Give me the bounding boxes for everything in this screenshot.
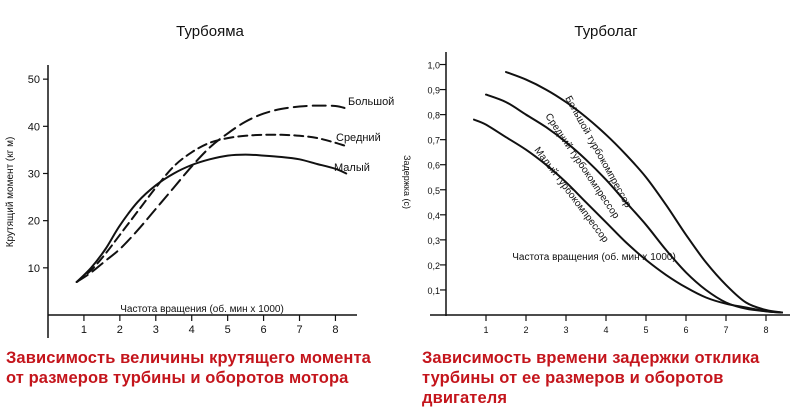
series-line [485,93,783,314]
series-lines [473,71,783,314]
chart-title: Турболаг [574,23,638,40]
x-ticks: 1 2 3 4 5 6 7 8 [81,315,339,336]
series-lines [75,104,348,283]
x-tick-label: 8 [763,325,768,335]
caption-line: от размеров турбины и оборотов мотора [6,369,349,387]
chart-turboyama: Турбояма 10 20 30 40 50 1 2 3 4 5 6 7 8 Частота вра… [5,23,394,338]
x-tick-label: 8 [332,324,338,336]
y-tick-label: 0,3 [427,236,440,246]
x-tick-label: 7 [723,325,728,335]
y-tick-label: 0,7 [427,136,440,146]
y-tick-label: 0,1 [427,286,440,296]
y-tick-label: 0,4 [427,211,440,221]
y-tick-label: 0,6 [427,161,440,171]
x-tick-label: 1 [81,324,87,336]
caption-left: Зависимость величины крутящего момента о… [6,348,406,388]
x-tick-label: 7 [296,324,302,336]
series-label-small: Малый [334,162,370,174]
x-tick-label: 1 [483,325,488,335]
y-tick-label: 0,8 [427,111,440,121]
y-tick-label: 0,2 [427,261,440,271]
y-tick-label: 50 [28,74,40,86]
x-tick-label: 3 [153,324,159,336]
series-line [75,153,348,283]
y-ticks: 0,1 0,2 0,3 0,4 0,5 0,6 0,7 0,8 0,9 1,0 [427,61,446,296]
y-tick-label: 0,9 [427,86,440,96]
caption-line: Зависимость величины крутящего момента [6,349,371,367]
y-axis-label: Крутящий момент (кг м) [5,137,16,248]
series-line [505,71,783,314]
series-line [75,104,348,283]
x-tick-label: 4 [603,325,608,335]
x-tick-label: 6 [683,325,688,335]
chart-title: Турбояма [176,23,244,40]
caption-right: Зависимость времени задержки отклика тур… [422,348,797,408]
y-tick-label: 1,0 [427,61,440,71]
x-tick-label: 2 [117,324,123,336]
x-axis-label: Частота вращения (об. мин х 1000) [120,303,284,315]
y-tick-label: 30 [28,168,40,180]
chart-turbolag: Турболаг 0,10,20,30,40,50,60,70,80,91,0 … [402,23,790,335]
caption-line: турбины от ее размеров и оборотов [422,369,724,387]
series-line [473,118,783,314]
x-tick-label: 5 [643,325,648,335]
y-tick-label: 10 [28,263,40,275]
x-tick-label: 4 [189,324,195,336]
y-axis-label: Задержка (с) [402,155,412,209]
x-tick-label: 2 [523,325,528,335]
x-ticks: 1 2 3 4 5 6 7 8 [483,315,769,335]
y-ticks: 10 20 30 40 50 [28,74,48,275]
x-tick-label: 6 [261,324,267,336]
y-tick-label: 20 [28,216,40,228]
caption-line: двигателя [422,389,508,407]
x-tick-label: 3 [563,325,568,335]
y-tick-label: 40 [28,121,40,133]
series-label-large: Большой [348,96,394,108]
x-axis-label: Частота вращения (об. мин х 1000) [512,251,676,263]
x-tick-label: 5 [225,324,231,336]
series-label-medium: Средний [336,132,381,144]
caption-line: Зависимость времени задержки отклика [422,349,760,367]
y-tick-label: 0,5 [427,186,440,196]
series-line [75,133,348,283]
